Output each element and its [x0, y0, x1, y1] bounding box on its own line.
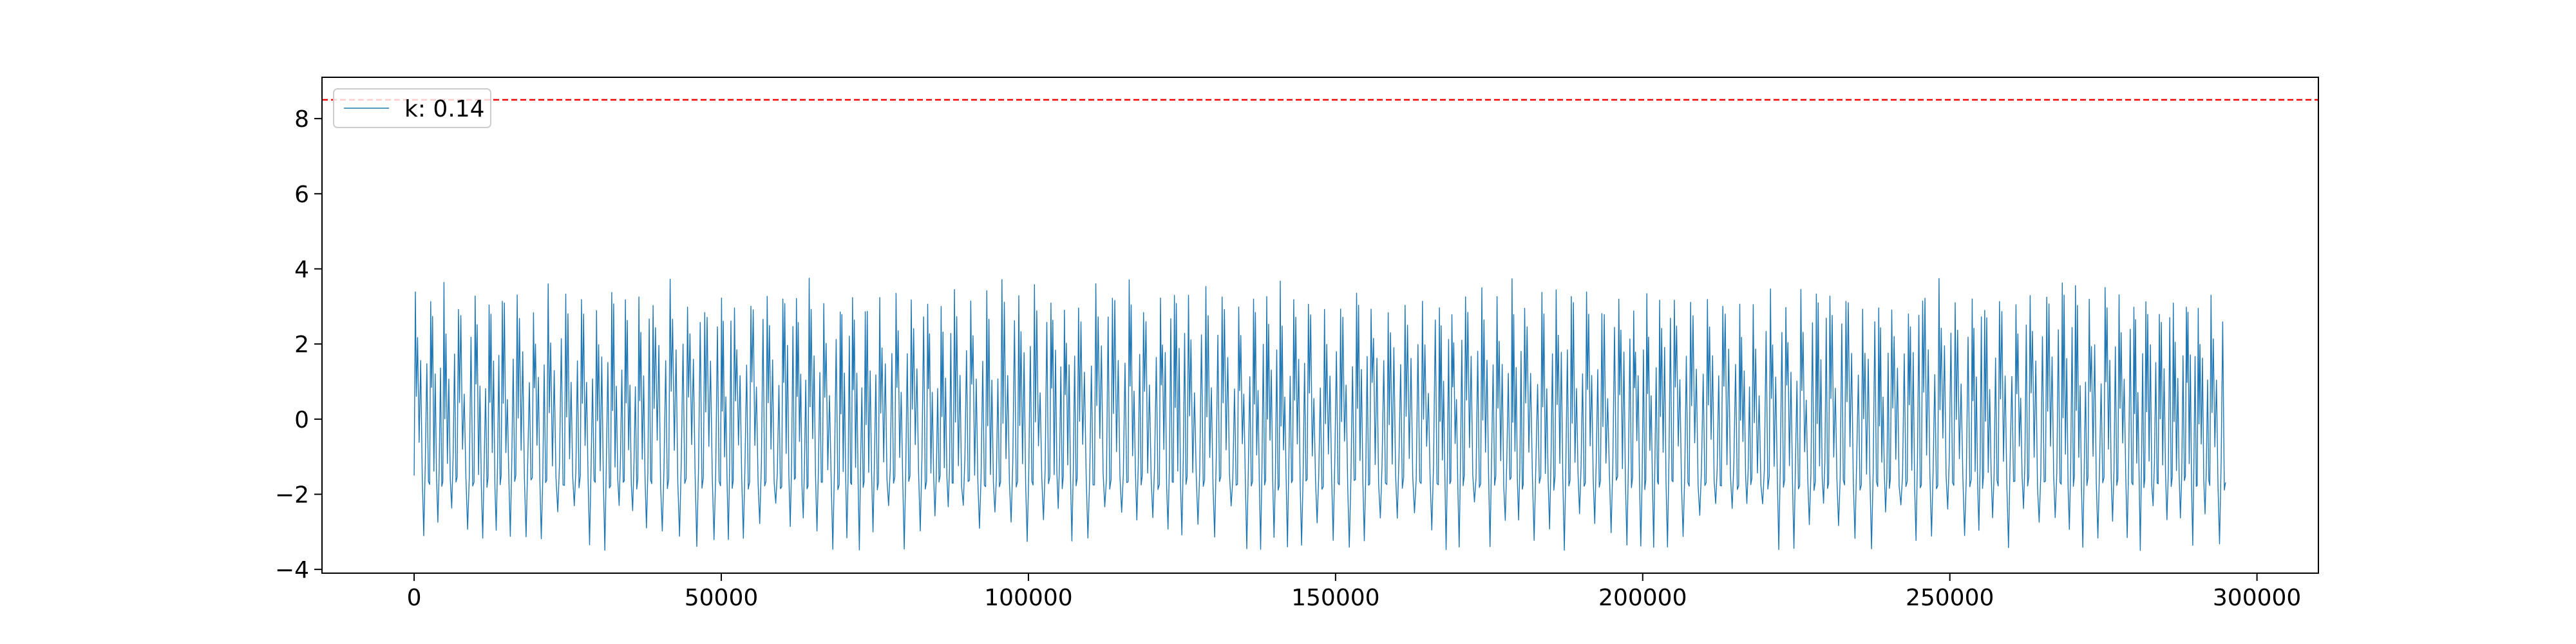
- x-tick-label: 50000: [685, 585, 759, 611]
- legend: k: 0.14: [333, 88, 491, 128]
- y-tick-label: 2: [294, 332, 309, 358]
- plot-frame: [321, 77, 2319, 574]
- x-axis: 0 50000 100000 150000 200000 250000 300000: [407, 573, 2301, 611]
- y-tick-label: 6: [294, 182, 309, 208]
- legend-box: [333, 88, 491, 128]
- x-tick-label: 200000: [1598, 585, 1687, 611]
- y-tick-label: 8: [294, 106, 309, 133]
- y-tick-label: −2: [275, 482, 309, 509]
- x-tick-label: 0: [407, 585, 422, 611]
- y-tick-label: 0: [294, 407, 309, 433]
- y-axis: −4 −2 0 2 4 6 8: [275, 106, 322, 583]
- x-tick-label: 100000: [984, 585, 1072, 611]
- y-tick-label: 4: [294, 257, 309, 283]
- series-layer: [413, 278, 2226, 551]
- plot-background: [322, 77, 2318, 573]
- legend-label: k: 0.14: [404, 96, 485, 122]
- series-line-0: [413, 278, 2226, 551]
- x-tick-label: 300000: [2213, 585, 2301, 611]
- x-tick-label: 150000: [1291, 585, 1379, 611]
- x-tick-label: 250000: [1906, 585, 1994, 611]
- y-tick-label: −4: [275, 557, 309, 583]
